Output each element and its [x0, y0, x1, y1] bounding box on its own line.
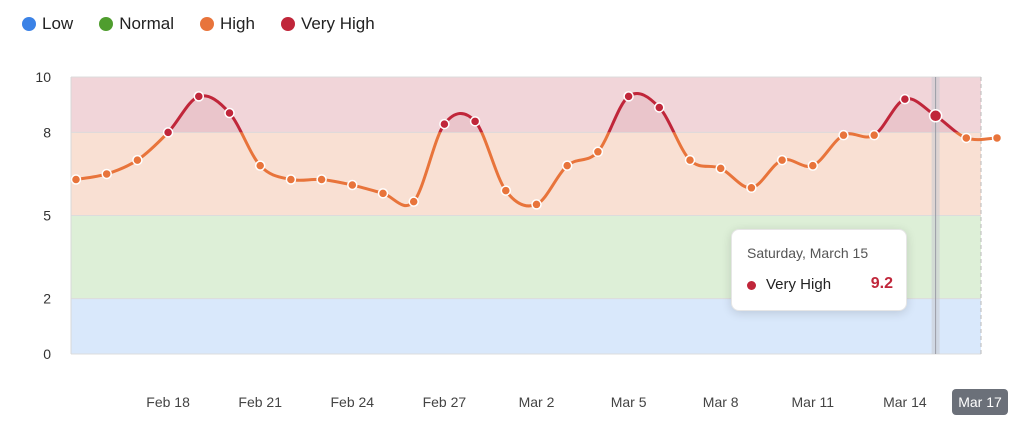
- legend-item-very-high[interactable]: Very High: [280, 14, 375, 34]
- legend-label-high: High: [219, 14, 255, 33]
- x-tick-label: Mar 14: [883, 394, 927, 410]
- data-point: [316, 174, 327, 185]
- y-tick-label: 10: [35, 69, 51, 85]
- data-point: [991, 132, 1003, 144]
- x-tick-label: Feb 18: [146, 394, 190, 410]
- x-tick-label: Feb 21: [238, 394, 282, 410]
- data-point: [838, 129, 849, 141]
- data-point: [162, 127, 174, 138]
- legend-item-normal[interactable]: Normal: [99, 14, 174, 34]
- data-point: [684, 154, 696, 166]
- x-tick-label: Mar 11: [792, 394, 835, 410]
- chart-tooltip: Saturday, March 15 Very High 9.2: [731, 229, 907, 311]
- data-point: [439, 118, 450, 130]
- data-point: [868, 129, 880, 141]
- legend-label-very-high: Very High: [300, 14, 375, 33]
- data-point: [285, 174, 297, 185]
- x-tick-label: Mar 5: [611, 394, 647, 410]
- data-point: [561, 160, 573, 171]
- highlighted-x-label: Mar 17: [952, 389, 1008, 415]
- legend-label-normal: Normal: [119, 14, 174, 33]
- data-point: [347, 179, 358, 191]
- tooltip-date: Saturday, March 15: [747, 245, 869, 261]
- legend-item-low[interactable]: Low: [22, 14, 73, 34]
- data-point: [500, 185, 512, 196]
- legend-swatch-low: [22, 17, 36, 31]
- data-point: [469, 116, 481, 127]
- y-tick-label: 2: [43, 291, 51, 307]
- x-tick-label: Feb 27: [423, 394, 467, 410]
- data-point: [377, 188, 389, 199]
- legend-label-low: Low: [42, 14, 74, 33]
- y-tick-label: 5: [43, 208, 51, 224]
- data-point: [961, 132, 972, 144]
- data-point: [70, 174, 82, 185]
- legend-item-high[interactable]: High: [199, 14, 255, 34]
- data-point: [623, 91, 634, 102]
- data-point: [101, 168, 112, 180]
- highlighted-x-label-text: Mar 17: [958, 394, 1002, 410]
- tooltip-category: Very High: [766, 276, 832, 293]
- data-point: [715, 163, 726, 174]
- band-high: [71, 132, 981, 216]
- data-point: [193, 91, 205, 102]
- legend-swatch-high: [199, 17, 214, 31]
- x-tick-label: Feb 24: [331, 394, 375, 410]
- data-point: [807, 160, 819, 171]
- data-point: [776, 154, 788, 166]
- data-point: [654, 102, 665, 113]
- data-point: [928, 109, 943, 123]
- legend-swatch-normal: [99, 17, 114, 31]
- data-point: [224, 107, 235, 119]
- data-point: [132, 154, 143, 166]
- y-tick-label: 0: [43, 346, 51, 362]
- x-tick-label: Mar 2: [519, 394, 555, 410]
- data-point: [899, 93, 911, 105]
- data-point: [592, 146, 604, 158]
- tooltip-value: 9.2: [870, 275, 893, 292]
- data-point: [408, 196, 419, 207]
- data-point: [746, 182, 757, 194]
- x-tick-label: Mar 8: [703, 394, 739, 410]
- legend-swatch-very-high: [280, 17, 295, 31]
- data-point: [531, 199, 542, 210]
- y-tick-label: 8: [43, 124, 51, 140]
- chart-legend: Low Normal High Very High: [22, 14, 401, 34]
- tooltip-series-dot: [747, 281, 756, 290]
- data-point: [254, 160, 266, 171]
